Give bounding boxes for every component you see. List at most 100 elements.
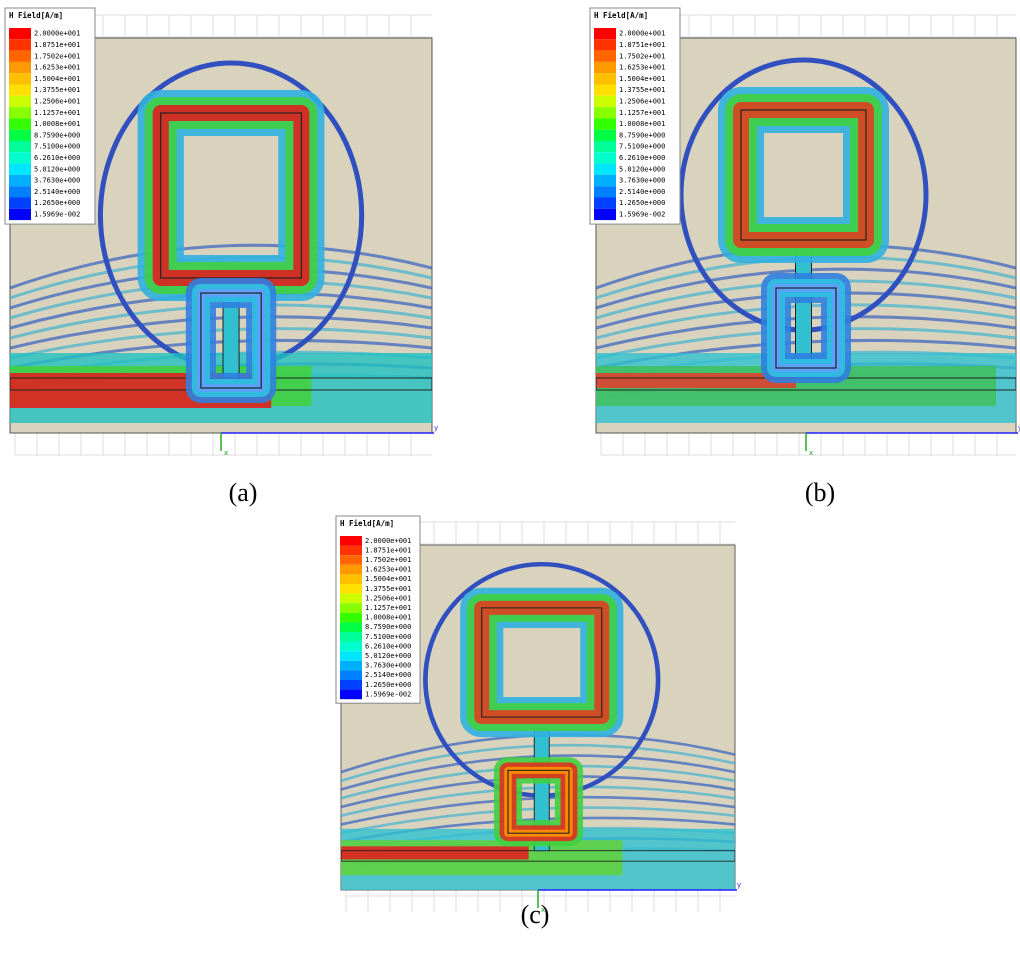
legend-swatch — [340, 641, 362, 652]
field — [10, 60, 433, 423]
resonator-outline — [481, 607, 603, 718]
resonator-outline — [775, 287, 837, 369]
legend-swatch — [340, 680, 362, 690]
legend-swatch — [9, 186, 31, 198]
legend-label: 7.5100e+000 — [34, 143, 80, 151]
legend-swatch — [9, 208, 31, 221]
legend-swatch — [594, 95, 616, 108]
legend-label: 1.3755e+001 — [34, 86, 80, 94]
axis-label: y — [434, 424, 438, 432]
legend-label: 1.7502e+001 — [34, 52, 80, 60]
legend-label: 1.7502e+001 — [619, 52, 665, 60]
legend-swatch — [594, 39, 616, 51]
legend-swatch — [594, 186, 616, 198]
legend-swatch — [340, 584, 362, 594]
legend-swatch — [594, 73, 616, 85]
axis-label: x — [541, 906, 545, 914]
caption: (c) — [521, 900, 550, 929]
legend-swatch — [594, 61, 616, 74]
feed-field — [596, 373, 796, 388]
resonator-outline — [507, 769, 570, 834]
legend-swatch — [594, 107, 616, 119]
legend-swatch — [340, 612, 362, 623]
legend-swatch — [9, 174, 31, 187]
legend-swatch — [340, 564, 362, 575]
legend-swatch — [9, 73, 31, 85]
caption: (a) — [229, 478, 258, 507]
legend-swatch — [340, 622, 362, 632]
panel: y x H Field[A/m] 2.0000e+001 1.8751e+001 1.75… — [589, 7, 1020, 507]
legend-label: 2.0000e+001 — [34, 30, 80, 38]
legend-swatch — [594, 208, 616, 221]
caption: (b) — [805, 478, 835, 507]
legend-swatch — [9, 50, 31, 62]
legend-label: 2.0000e+001 — [365, 537, 411, 545]
contour — [10, 327, 433, 360]
legend-swatch — [340, 593, 362, 604]
legend-swatch — [9, 84, 31, 96]
legend-label: 5.0120e+000 — [619, 165, 665, 173]
resonator-outline — [200, 292, 262, 389]
legend-label: 2.5140e+000 — [34, 188, 80, 196]
legend-label: 1.8751e+001 — [34, 41, 80, 49]
legend-swatch — [594, 174, 616, 187]
contour — [10, 243, 433, 290]
legend-label: 3.7630e+000 — [619, 177, 665, 185]
legend-label: 1.5004e+001 — [619, 75, 665, 83]
legend-label: 2.5140e+000 — [619, 188, 665, 196]
legend-title: H Field[A/m] — [340, 519, 394, 528]
legend-swatch — [340, 651, 362, 661]
legend-swatch — [594, 197, 616, 209]
legend-swatch — [9, 141, 31, 153]
legend-swatch — [340, 603, 362, 613]
legend-label: 1.0008e+001 — [365, 614, 411, 622]
legend-label: 1.8751e+001 — [365, 546, 411, 554]
legend-label: 8.7590e+000 — [34, 131, 80, 139]
legend-label: 1.1257e+001 — [365, 604, 411, 612]
legend-label: 2.5140e+000 — [365, 671, 411, 679]
axis-label: y — [1018, 424, 1020, 432]
legend-label: 1.5969e-002 — [365, 690, 411, 698]
feed-field — [341, 846, 529, 860]
resonator-outline — [740, 109, 867, 241]
legend-swatch — [9, 152, 31, 164]
legend-swatch — [9, 118, 31, 130]
legend-label: 5.0120e+000 — [365, 652, 411, 660]
contour — [10, 315, 433, 350]
legend-label: 1.5969e-002 — [34, 210, 80, 218]
legend-label: 1.2650e+000 — [34, 199, 80, 207]
legend-swatch — [594, 50, 616, 62]
legend-label: 1.5004e+001 — [365, 575, 411, 583]
legend-swatch — [594, 84, 616, 96]
legend-label: 8.7590e+000 — [365, 623, 411, 631]
legend-label: 5.0120e+000 — [34, 165, 80, 173]
legend-title: H Field[A/m] — [9, 11, 63, 20]
legend-swatch — [9, 39, 31, 51]
legend-label: 1.3755e+001 — [619, 86, 665, 94]
legend-label: 7.5100e+000 — [365, 633, 411, 641]
legend-swatch — [340, 670, 362, 680]
legend-swatch — [9, 129, 31, 141]
legend-label: 6.2610e+000 — [619, 154, 665, 162]
field-plot — [595, 37, 1017, 434]
legend-label: 6.2610e+000 — [365, 642, 411, 650]
legend-label: 2.0000e+001 — [619, 30, 665, 38]
legend-label: 3.7630e+000 — [34, 177, 80, 185]
legend-label: 1.8751e+001 — [619, 41, 665, 49]
legend-swatch — [340, 660, 362, 671]
legend-swatch — [594, 129, 616, 141]
axis-label: x — [224, 449, 228, 457]
field-plot — [340, 544, 736, 891]
legend-swatch — [340, 555, 362, 565]
legend-swatch — [9, 95, 31, 108]
legend-label: 1.2650e+000 — [619, 199, 665, 207]
legend-swatch — [594, 152, 616, 164]
legend-label: 1.2506e+001 — [619, 97, 665, 105]
legend-label: 1.2506e+001 — [34, 97, 80, 105]
legend-label: 1.5004e+001 — [34, 75, 80, 83]
legend-label: 1.1257e+001 — [34, 109, 80, 117]
legend-label: 8.7590e+000 — [619, 131, 665, 139]
field — [596, 57, 1016, 423]
